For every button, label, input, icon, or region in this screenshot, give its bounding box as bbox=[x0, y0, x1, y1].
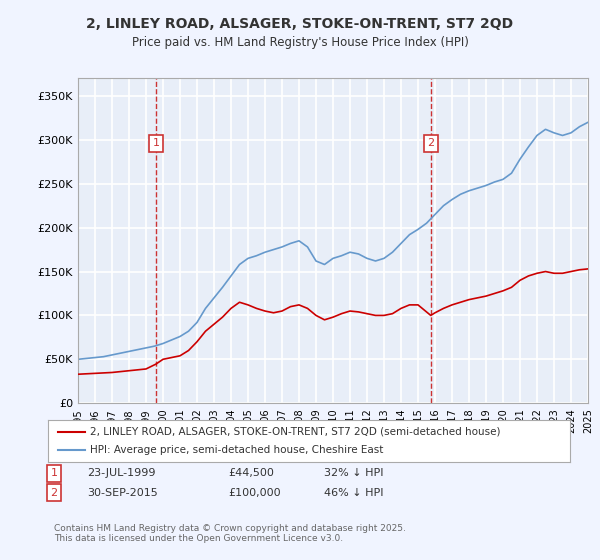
Text: £44,500: £44,500 bbox=[228, 468, 274, 478]
Text: HPI: Average price, semi-detached house, Cheshire East: HPI: Average price, semi-detached house,… bbox=[90, 445, 383, 455]
Text: 2, LINLEY ROAD, ALSAGER, STOKE-ON-TRENT, ST7 2QD: 2, LINLEY ROAD, ALSAGER, STOKE-ON-TRENT,… bbox=[86, 17, 514, 31]
Text: 2: 2 bbox=[50, 488, 58, 498]
Text: 46% ↓ HPI: 46% ↓ HPI bbox=[324, 488, 383, 498]
Text: 2: 2 bbox=[427, 138, 434, 148]
Text: 2, LINLEY ROAD, ALSAGER, STOKE-ON-TRENT, ST7 2QD (semi-detached house): 2, LINLEY ROAD, ALSAGER, STOKE-ON-TRENT,… bbox=[90, 427, 500, 437]
Text: Contains HM Land Registry data © Crown copyright and database right 2025.
This d: Contains HM Land Registry data © Crown c… bbox=[54, 524, 406, 543]
Text: 23-JUL-1999: 23-JUL-1999 bbox=[87, 468, 155, 478]
Text: 32% ↓ HPI: 32% ↓ HPI bbox=[324, 468, 383, 478]
Text: Price paid vs. HM Land Registry's House Price Index (HPI): Price paid vs. HM Land Registry's House … bbox=[131, 36, 469, 49]
Text: 1: 1 bbox=[50, 468, 58, 478]
Text: 30-SEP-2015: 30-SEP-2015 bbox=[87, 488, 158, 498]
Text: £100,000: £100,000 bbox=[228, 488, 281, 498]
Text: 1: 1 bbox=[152, 138, 160, 148]
